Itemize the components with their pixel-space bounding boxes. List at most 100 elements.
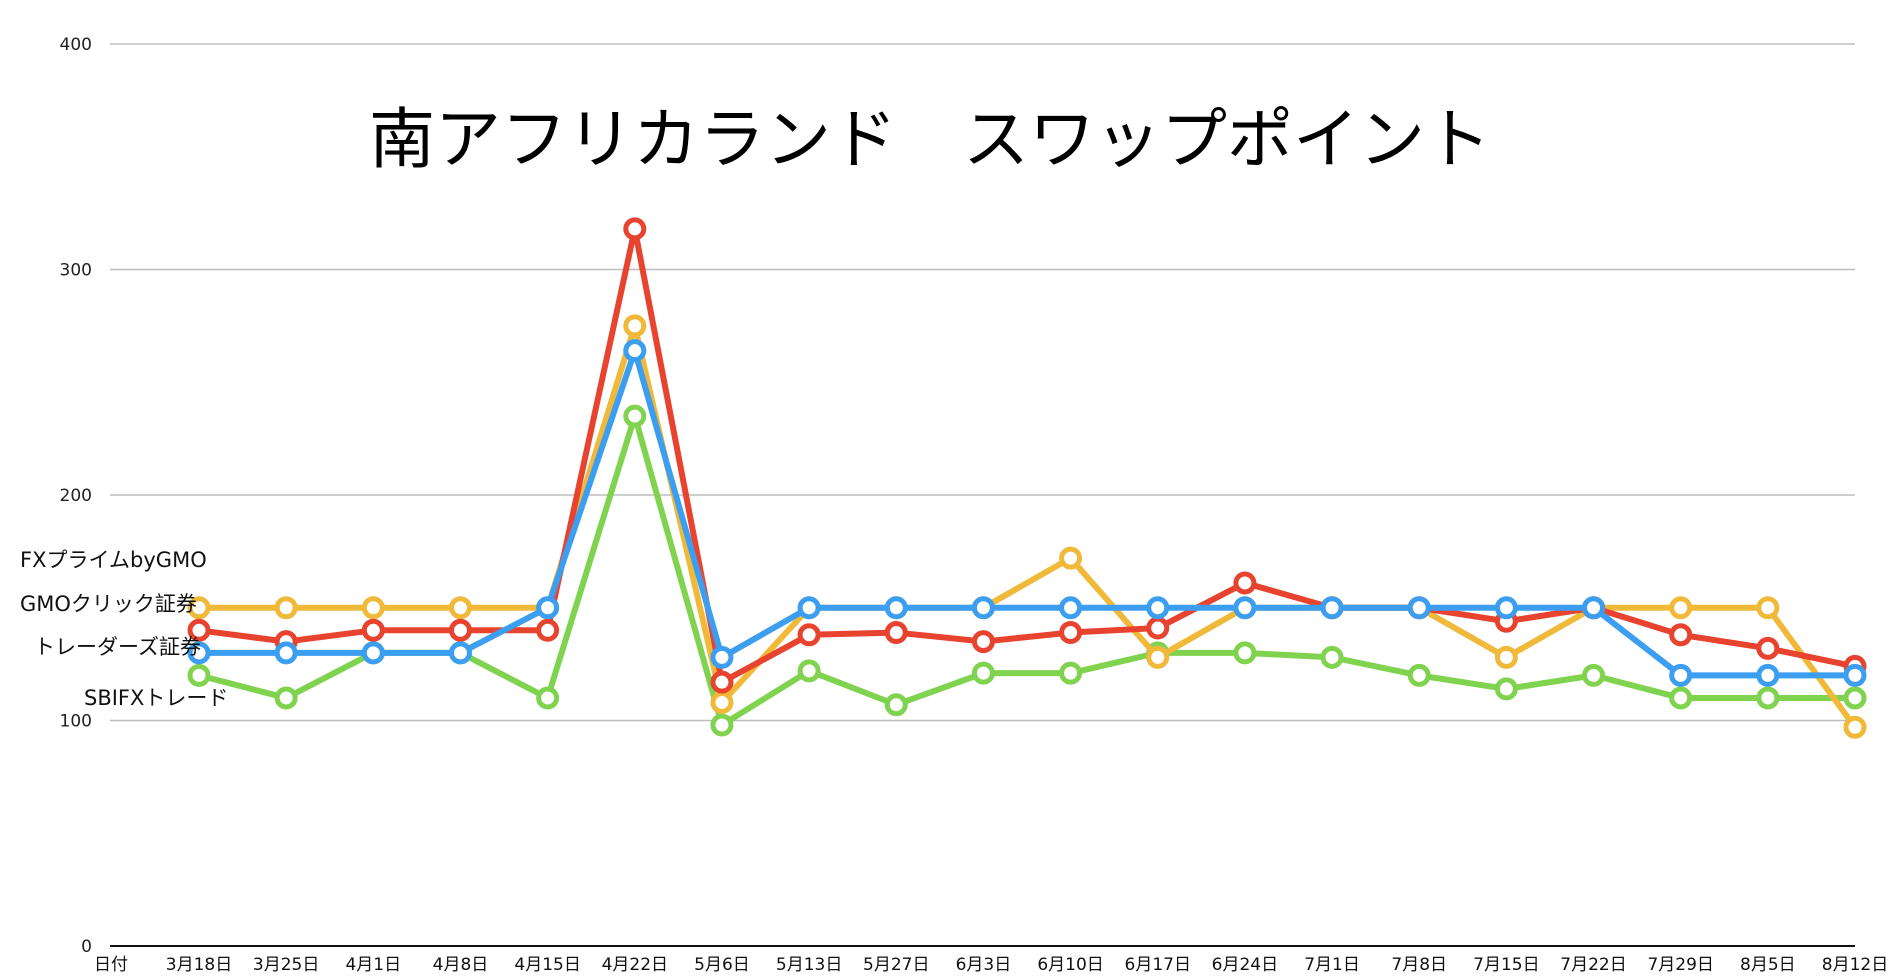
data-point <box>1494 596 1518 620</box>
data-point <box>274 641 298 665</box>
data-point <box>1756 663 1780 687</box>
x-tick-label: 7月15日 <box>1473 955 1539 975</box>
x-tick-label: 4月8日 <box>433 955 489 975</box>
data-point <box>448 596 472 620</box>
series-label: SBIFXトレード <box>84 686 228 710</box>
data-point <box>1669 596 1693 620</box>
x-tick-label: 3月18日 <box>166 955 232 975</box>
x-tick-label: 7月29日 <box>1647 955 1713 975</box>
y-tick-label: 200 <box>60 486 92 506</box>
series-line <box>196 347 1858 679</box>
data-point <box>1320 645 1344 669</box>
series-label: GMOクリック証券 <box>20 592 197 616</box>
x-axis-ticks: 3月18日 3月25日 4月1日 4月8日 4月15日 4月22日 5月6日 5月13日 5月2… <box>166 955 1888 975</box>
data-point <box>1669 663 1693 687</box>
data-point <box>1320 596 1344 620</box>
x-tick-label: 7月22日 <box>1560 955 1626 975</box>
data-point <box>1146 616 1170 640</box>
series-3 <box>187 339 1867 687</box>
data-point <box>797 659 821 683</box>
data-point <box>1756 636 1780 660</box>
data-point <box>884 596 908 620</box>
data-point <box>1843 686 1867 710</box>
y-axis-ticks: 0 100 200 300 400 <box>60 35 92 957</box>
data-point <box>274 686 298 710</box>
y-tick-label: 300 <box>60 261 92 281</box>
data-point <box>623 404 647 428</box>
series-label: トレーダーズ証券 <box>34 635 201 659</box>
x-tick-label: 7月1日 <box>1304 955 1360 975</box>
data-point <box>710 645 734 669</box>
series-label: FXプライムbyGMO <box>20 548 207 572</box>
data-point <box>1233 571 1257 595</box>
data-point <box>797 623 821 647</box>
data-point <box>1494 645 1518 669</box>
data-point <box>1407 663 1431 687</box>
x-tick-label: 8月5日 <box>1740 955 1796 975</box>
data-point <box>361 618 385 642</box>
x-axis-label: 日付 <box>94 955 128 975</box>
data-point <box>623 217 647 241</box>
data-point <box>361 596 385 620</box>
series-line <box>196 413 1858 729</box>
data-point <box>536 596 560 620</box>
data-point <box>797 596 821 620</box>
data-point <box>187 641 211 665</box>
data-point <box>1843 663 1867 687</box>
data-point <box>1756 686 1780 710</box>
data-point <box>884 693 908 717</box>
data-point <box>1146 645 1170 669</box>
data-point <box>187 618 211 642</box>
data-point <box>1233 596 1257 620</box>
y-tick-label: 0 <box>81 937 92 957</box>
x-tick-label: 3月25日 <box>253 955 319 975</box>
x-tick-label: 5月13日 <box>776 955 842 975</box>
x-tick-label: 6月24日 <box>1212 955 1278 975</box>
data-point <box>536 686 560 710</box>
x-tick-label: 6月10日 <box>1037 955 1103 975</box>
x-tick-label: 4月22日 <box>602 955 668 975</box>
x-tick-label: 7月8日 <box>1391 955 1447 975</box>
data-point <box>1407 596 1431 620</box>
data-point <box>1669 623 1693 647</box>
data-point <box>971 630 995 654</box>
x-tick-label: 4月1日 <box>345 955 401 975</box>
data-point <box>623 314 647 338</box>
data-point <box>1146 596 1170 620</box>
x-tick-label: 6月3日 <box>956 955 1012 975</box>
data-point <box>623 339 647 363</box>
x-tick-label: 8月12日 <box>1822 955 1888 975</box>
data-point <box>710 690 734 714</box>
data-point <box>361 641 385 665</box>
data-point <box>710 670 734 694</box>
y-tick-label: 100 <box>60 712 92 732</box>
data-point <box>884 621 908 645</box>
data-point <box>710 713 734 737</box>
gridlines <box>110 43 1855 722</box>
data-point <box>448 641 472 665</box>
x-tick-label: 5月27日 <box>863 955 929 975</box>
y-tick-label: 400 <box>60 35 92 55</box>
data-point <box>274 596 298 620</box>
data-point <box>1233 641 1257 665</box>
series-layer <box>187 217 1867 739</box>
data-point <box>187 663 211 687</box>
series-line <box>196 322 1858 731</box>
data-point <box>1494 677 1518 701</box>
data-point <box>187 596 211 620</box>
data-point <box>536 618 560 642</box>
chart-title: 南アフリカランド スワップポイント <box>369 101 1491 178</box>
data-point <box>1756 596 1780 620</box>
data-point <box>1582 596 1606 620</box>
data-point <box>971 661 995 685</box>
data-point <box>1843 715 1867 739</box>
data-point <box>1059 661 1083 685</box>
x-tick-label: 6月17日 <box>1125 955 1191 975</box>
data-point <box>971 596 995 620</box>
data-point <box>1582 663 1606 687</box>
x-tick-label: 5月6日 <box>694 955 750 975</box>
data-point <box>1059 596 1083 620</box>
data-point <box>1059 621 1083 645</box>
